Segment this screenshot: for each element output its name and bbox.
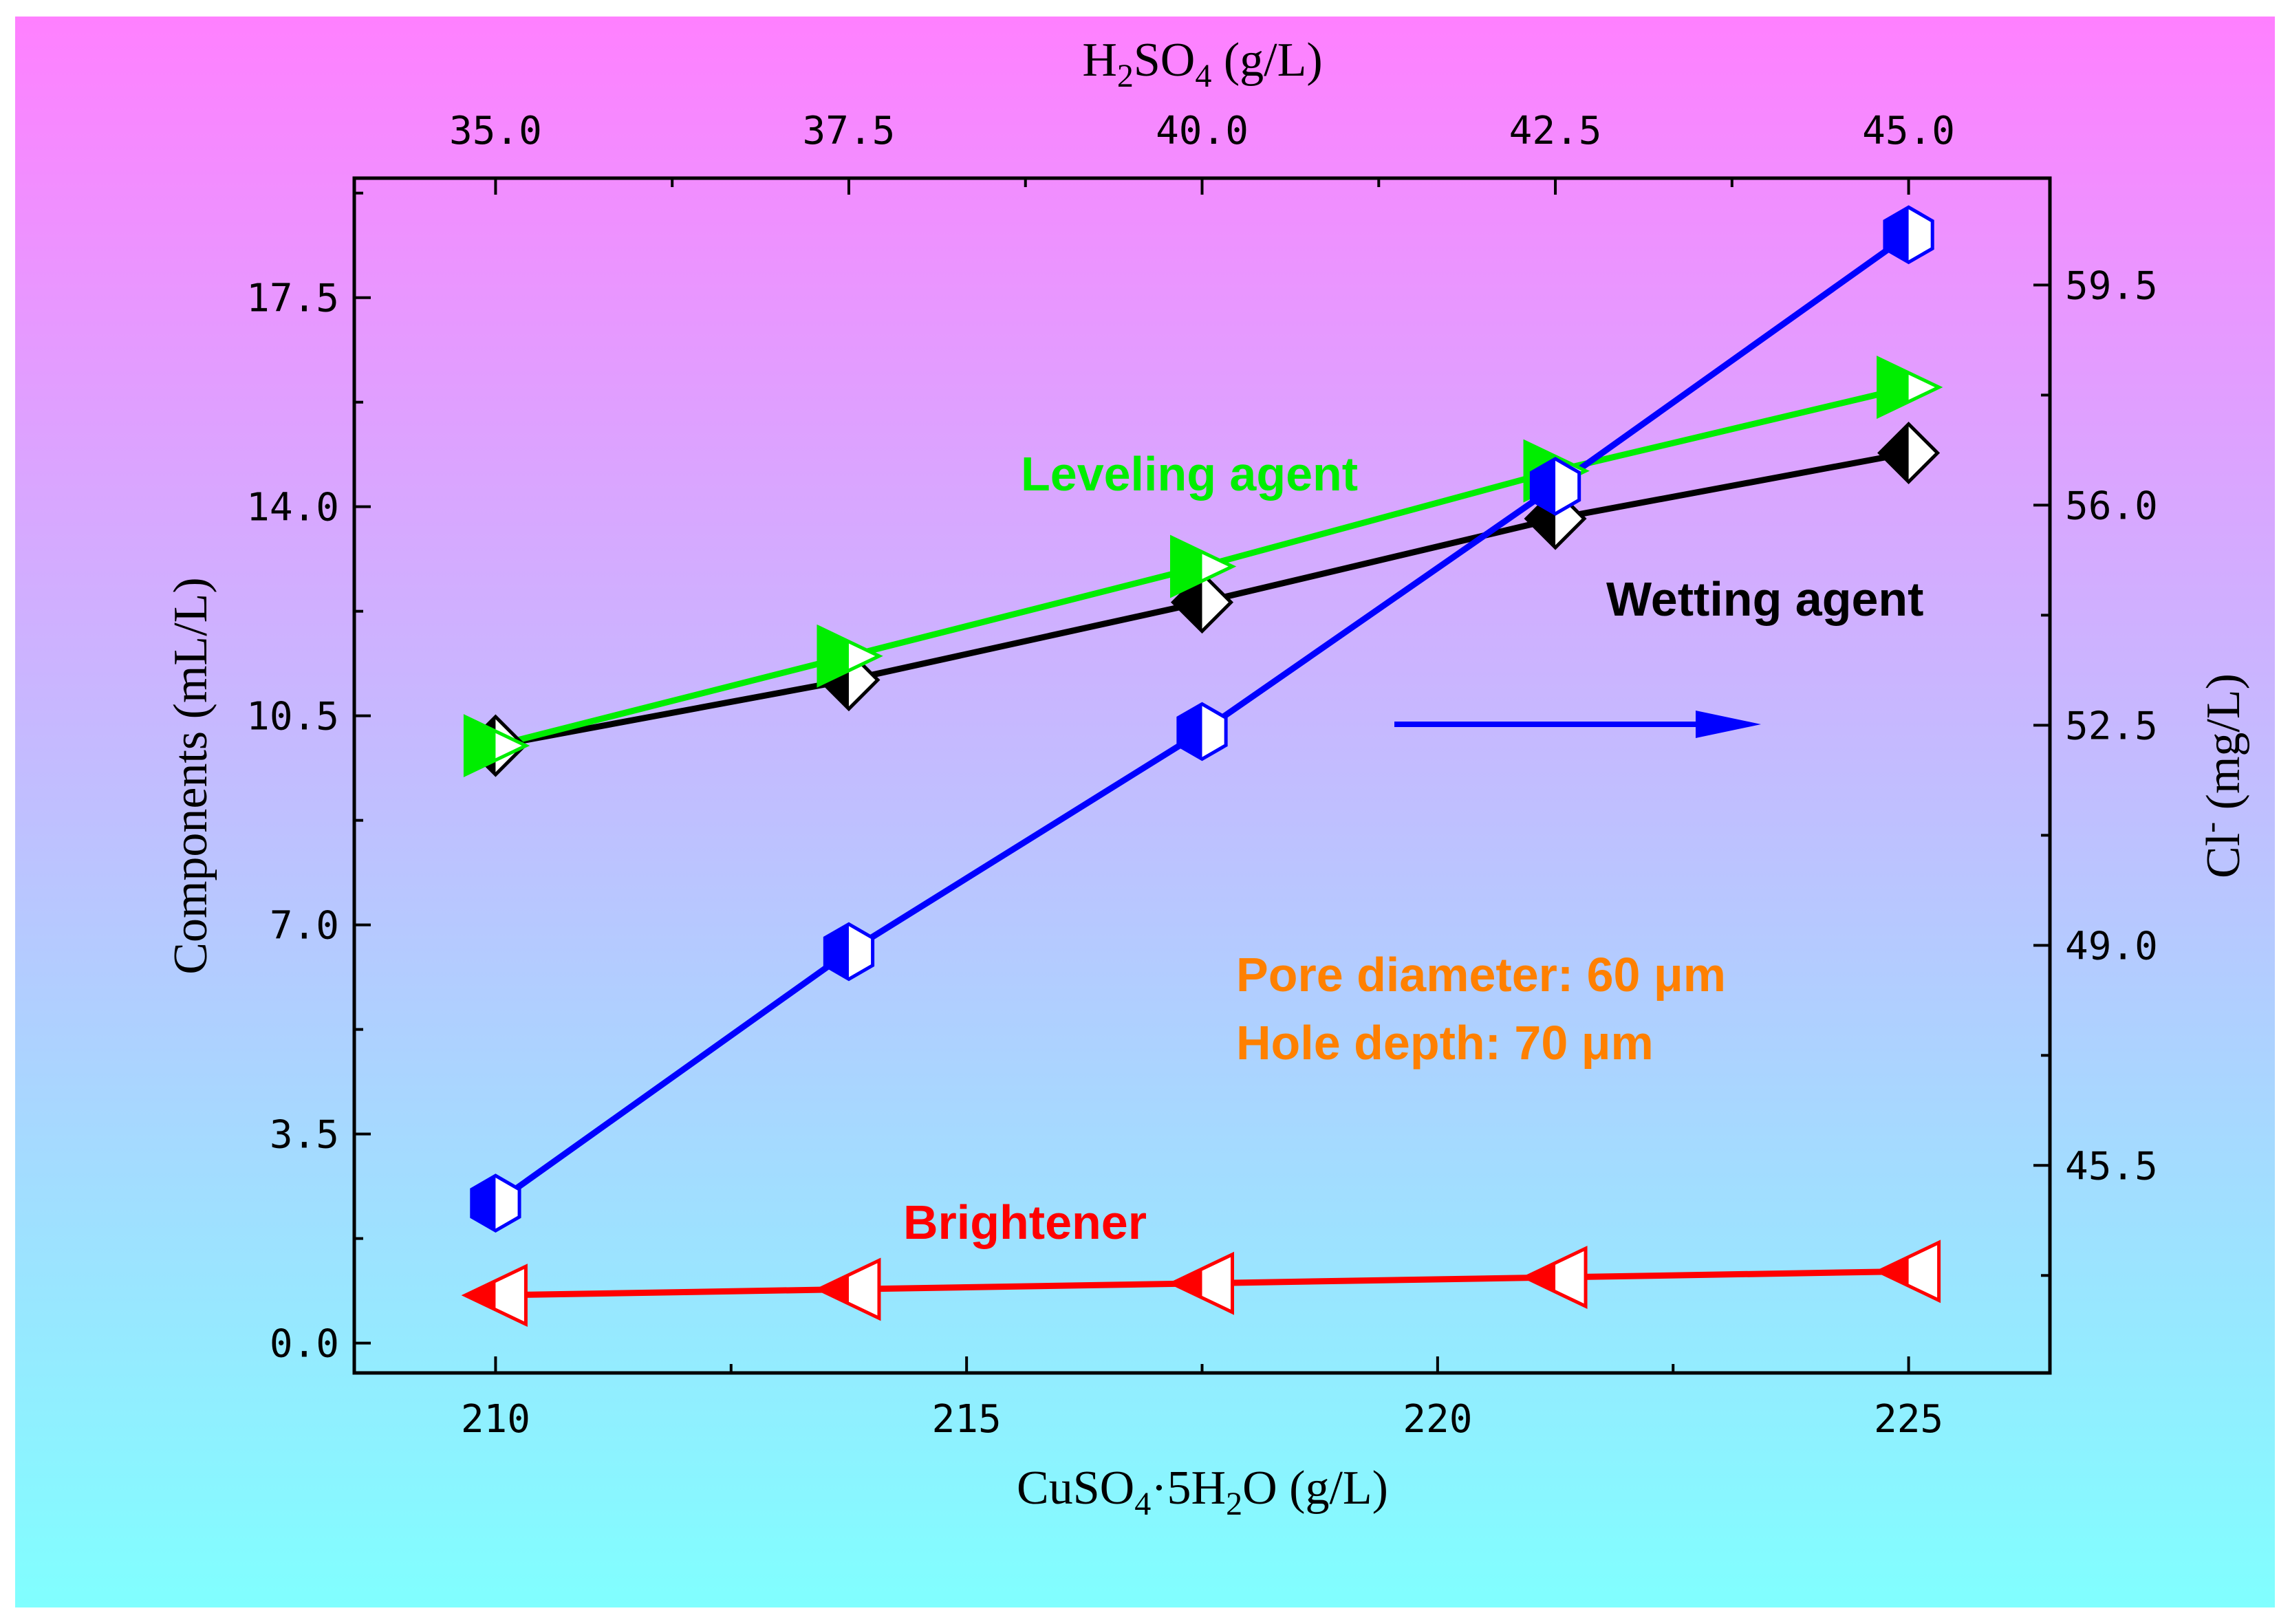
top-tick-label: 35.0 bbox=[449, 109, 542, 153]
hole-depth-text: Hole depth: 70 μm bbox=[1236, 1016, 1654, 1070]
right-tick-label: 45.5 bbox=[2065, 1144, 2158, 1189]
data-point-leveling-agent bbox=[463, 714, 530, 778]
chart-background bbox=[15, 17, 2275, 1607]
axis-tick-labels: 210 215 220 225 35.0 37.5 40.0 42.5 45.0 0.0 3.5 7.… bbox=[246, 109, 2158, 1442]
top-tick-label: 37.5 bbox=[803, 109, 896, 153]
data-point-cl bbox=[1176, 702, 1228, 761]
left-tick-label: 0.0 bbox=[270, 1322, 339, 1367]
triangle-left-marker-fill bbox=[818, 1275, 849, 1304]
leveling-agent-label: Leveling agent bbox=[1021, 447, 1358, 501]
pore-diameter-text: Pore diameter: 60 μm bbox=[1236, 948, 1726, 1002]
hexagon-marker-fill bbox=[825, 924, 849, 979]
data-point-leveling-agent bbox=[1877, 356, 1943, 419]
x-tick-label: 220 bbox=[1403, 1397, 1472, 1442]
left-tick-label: 3.5 bbox=[270, 1113, 339, 1158]
top-tick-label: 42.5 bbox=[1509, 109, 1602, 153]
x-tick-label: 210 bbox=[461, 1397, 530, 1442]
right-tick-label: 49.0 bbox=[2065, 924, 2158, 968]
brightener-label: Brightener bbox=[903, 1195, 1147, 1249]
data-point-brightener bbox=[1521, 1246, 1588, 1310]
right-axis-title: Cl- (mg/L) bbox=[2192, 673, 2250, 878]
data-point-leveling-agent bbox=[817, 624, 883, 688]
data-point-cl bbox=[1529, 457, 1581, 516]
data-point-cl bbox=[823, 922, 875, 982]
right-tick-label: 59.5 bbox=[2065, 263, 2158, 308]
left-tick-label: 10.5 bbox=[246, 695, 339, 739]
left-tick-label: 14.0 bbox=[246, 486, 339, 530]
left-tick-label: 17.5 bbox=[246, 277, 339, 321]
x-tick-label: 225 bbox=[1874, 1397, 1943, 1442]
right-axis-arrow bbox=[1394, 711, 1761, 738]
data-point-cl bbox=[470, 1173, 521, 1233]
hexagon-marker-fill bbox=[1178, 704, 1202, 759]
triangle-right-marker-fill bbox=[818, 627, 849, 685]
diamond-marker-fill bbox=[1173, 573, 1202, 631]
axis-ticks bbox=[354, 178, 2050, 1373]
data-point-brightener bbox=[461, 1264, 528, 1328]
triangle-right-marker-fill bbox=[1878, 358, 1909, 416]
data-point-brightener bbox=[1874, 1239, 1941, 1303]
data-point-wetting-agent bbox=[1877, 421, 1941, 485]
data-point-brightener bbox=[1167, 1251, 1234, 1315]
series-markers bbox=[461, 205, 1943, 1328]
top-axis-title: H2SO4 (g/L) bbox=[1082, 34, 1322, 94]
left-axis-title: Components (mL/L) bbox=[164, 577, 217, 974]
left-tick-label: 7.0 bbox=[270, 904, 339, 949]
x-axis-title: CuSO4·5H2O (g/L) bbox=[1017, 1462, 1388, 1522]
diamond-marker-fill bbox=[1879, 424, 1909, 482]
triangle-right-marker-fill bbox=[465, 717, 496, 775]
top-tick-label: 45.0 bbox=[1862, 109, 1955, 153]
triangle-right-marker-fill bbox=[1171, 537, 1202, 596]
top-tick-label: 40.0 bbox=[1156, 109, 1249, 153]
hexagon-marker-fill bbox=[1531, 458, 1556, 514]
right-tick-label: 56.0 bbox=[2065, 484, 2158, 528]
right-tick-label: 52.5 bbox=[2065, 704, 2158, 748]
data-point-cl bbox=[1883, 205, 1934, 265]
wetting-agent-label: Wetting agent bbox=[1606, 572, 1923, 626]
triangle-left-marker-fill bbox=[1525, 1263, 1556, 1292]
triangle-left-marker-fill bbox=[1171, 1268, 1202, 1298]
triangle-left-marker-fill bbox=[1878, 1257, 1909, 1286]
data-point-brightener bbox=[814, 1257, 881, 1321]
hexagon-marker-fill bbox=[471, 1176, 496, 1231]
triangle-left-marker-fill bbox=[465, 1281, 496, 1310]
x-tick-label: 215 bbox=[932, 1397, 1002, 1442]
data-point-leveling-agent bbox=[1170, 534, 1237, 598]
hexagon-marker-fill bbox=[1884, 207, 1909, 263]
